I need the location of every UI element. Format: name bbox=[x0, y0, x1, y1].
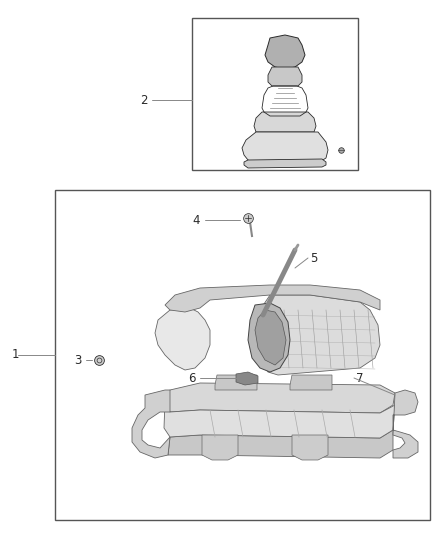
Polygon shape bbox=[215, 375, 257, 390]
Polygon shape bbox=[236, 372, 258, 385]
Polygon shape bbox=[254, 112, 316, 132]
Text: 7: 7 bbox=[356, 372, 364, 384]
Polygon shape bbox=[290, 375, 332, 390]
Polygon shape bbox=[164, 400, 395, 438]
Text: 6: 6 bbox=[188, 372, 196, 384]
Polygon shape bbox=[268, 67, 302, 86]
Text: 2: 2 bbox=[141, 93, 148, 107]
Polygon shape bbox=[165, 383, 395, 413]
Polygon shape bbox=[242, 132, 328, 164]
Polygon shape bbox=[258, 295, 380, 375]
Text: 4: 4 bbox=[192, 214, 200, 227]
Polygon shape bbox=[292, 435, 328, 460]
Polygon shape bbox=[155, 308, 210, 370]
Polygon shape bbox=[393, 390, 418, 458]
Bar bbox=[55, 190, 430, 520]
Polygon shape bbox=[132, 390, 170, 458]
Text: 5: 5 bbox=[310, 252, 318, 264]
Bar bbox=[192, 18, 358, 170]
Polygon shape bbox=[165, 285, 380, 312]
Text: 3: 3 bbox=[74, 353, 82, 367]
Polygon shape bbox=[244, 159, 326, 168]
Polygon shape bbox=[202, 435, 238, 460]
Polygon shape bbox=[255, 310, 286, 365]
Polygon shape bbox=[248, 303, 290, 372]
Text: 1: 1 bbox=[12, 349, 20, 361]
Polygon shape bbox=[168, 430, 393, 458]
Polygon shape bbox=[265, 35, 305, 69]
